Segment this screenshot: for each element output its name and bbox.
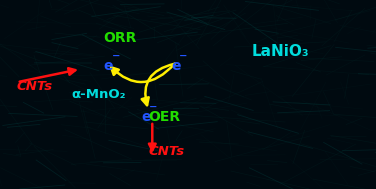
Text: OER: OER <box>148 110 180 124</box>
Text: e: e <box>103 59 113 73</box>
Text: −: − <box>179 51 188 61</box>
Text: CNTs: CNTs <box>149 145 185 158</box>
Text: LaNiO₃: LaNiO₃ <box>252 43 309 59</box>
Text: −: − <box>149 102 158 112</box>
Text: e: e <box>171 59 180 73</box>
Text: e: e <box>141 110 150 124</box>
Text: −: − <box>112 51 120 61</box>
FancyArrowPatch shape <box>111 64 175 82</box>
FancyArrowPatch shape <box>142 64 174 105</box>
Text: ORR: ORR <box>103 31 137 45</box>
Text: α-MnO₂: α-MnO₂ <box>71 88 126 101</box>
Text: CNTs: CNTs <box>17 81 53 93</box>
